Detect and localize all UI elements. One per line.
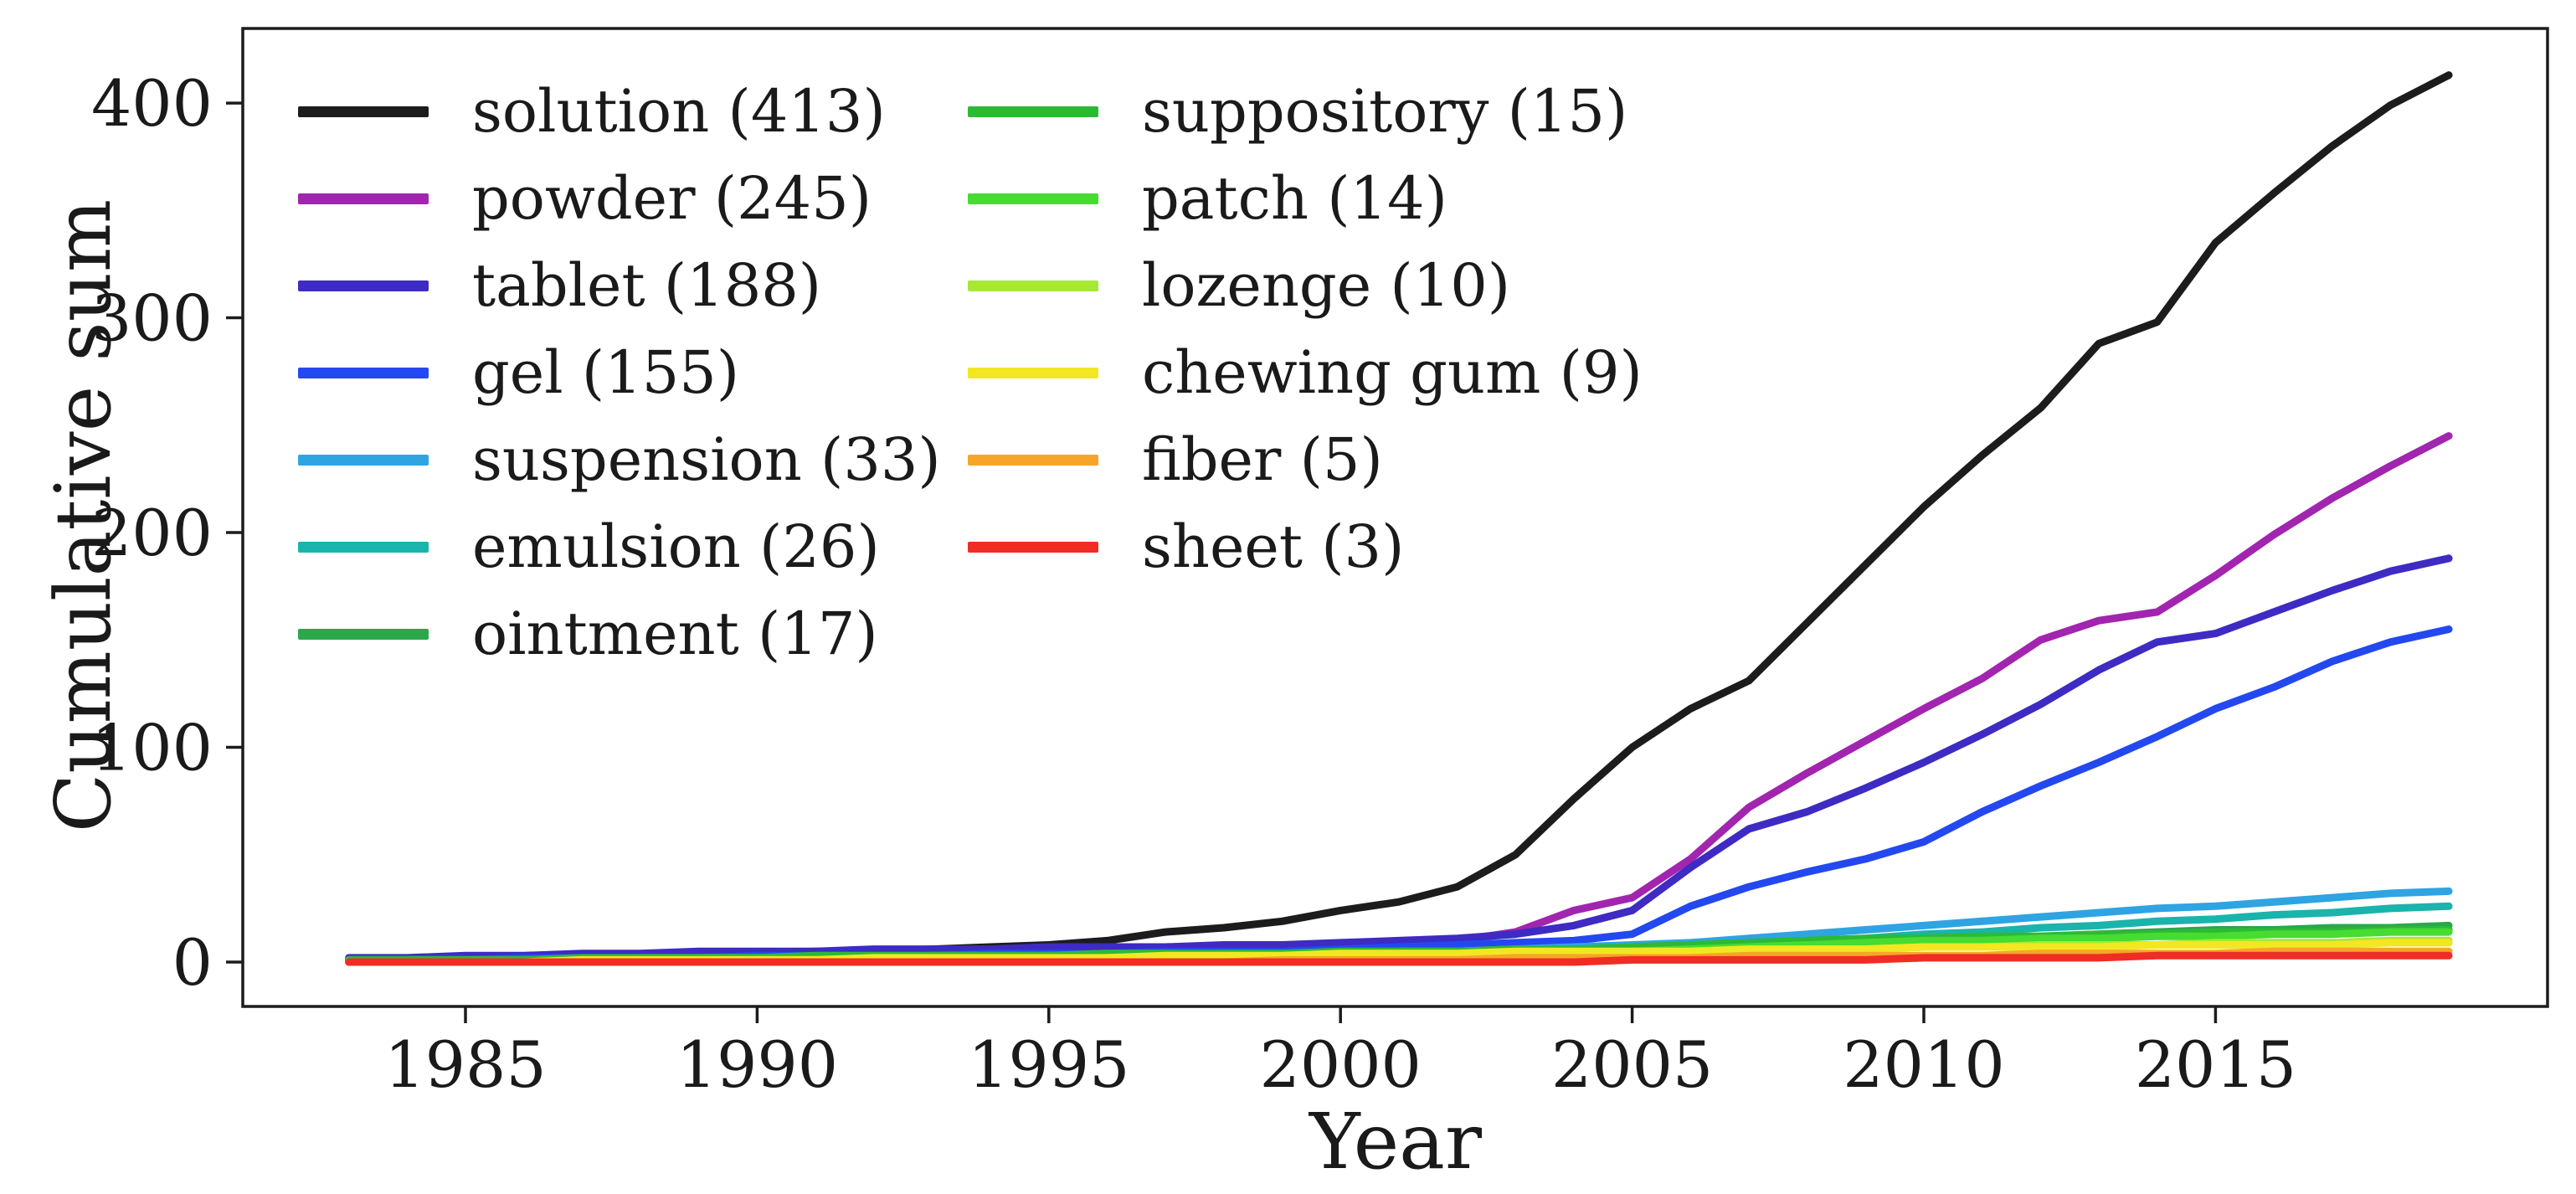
x-tick-label: 1995 bbox=[968, 1027, 1129, 1102]
series-line-powder bbox=[345, 432, 2453, 964]
x-tick-label: 1990 bbox=[676, 1027, 838, 1102]
x-tick-label: 2000 bbox=[1259, 1027, 1421, 1102]
y-tick-label: 200 bbox=[91, 496, 213, 570]
x-tick-label: 2015 bbox=[2135, 1027, 2296, 1102]
y-tick-label: 100 bbox=[91, 711, 213, 785]
y-tick-label: 0 bbox=[172, 925, 213, 1000]
y-tick-label: 400 bbox=[91, 66, 213, 141]
series-line-sheet bbox=[345, 951, 2453, 966]
series-line-solution bbox=[345, 71, 2453, 964]
y-tick-label: 300 bbox=[91, 281, 213, 356]
x-tick-label: 2005 bbox=[1551, 1027, 1713, 1102]
y-axis-title: Cumulative sum bbox=[39, 198, 128, 833]
series-line-tablet bbox=[345, 554, 2453, 962]
axes-spines bbox=[241, 27, 2549, 1008]
series-lines bbox=[345, 71, 2453, 966]
x-axis: 1985 1990 1995 2000 2005 2010 2015 bbox=[384, 1006, 2296, 1102]
x-tick-label: 2010 bbox=[1843, 1027, 2004, 1102]
y-axis: 0 100 200 300 400 bbox=[91, 66, 243, 1000]
x-axis-title: Year bbox=[1309, 1097, 1483, 1186]
x-tick-label: 1985 bbox=[384, 1027, 546, 1102]
